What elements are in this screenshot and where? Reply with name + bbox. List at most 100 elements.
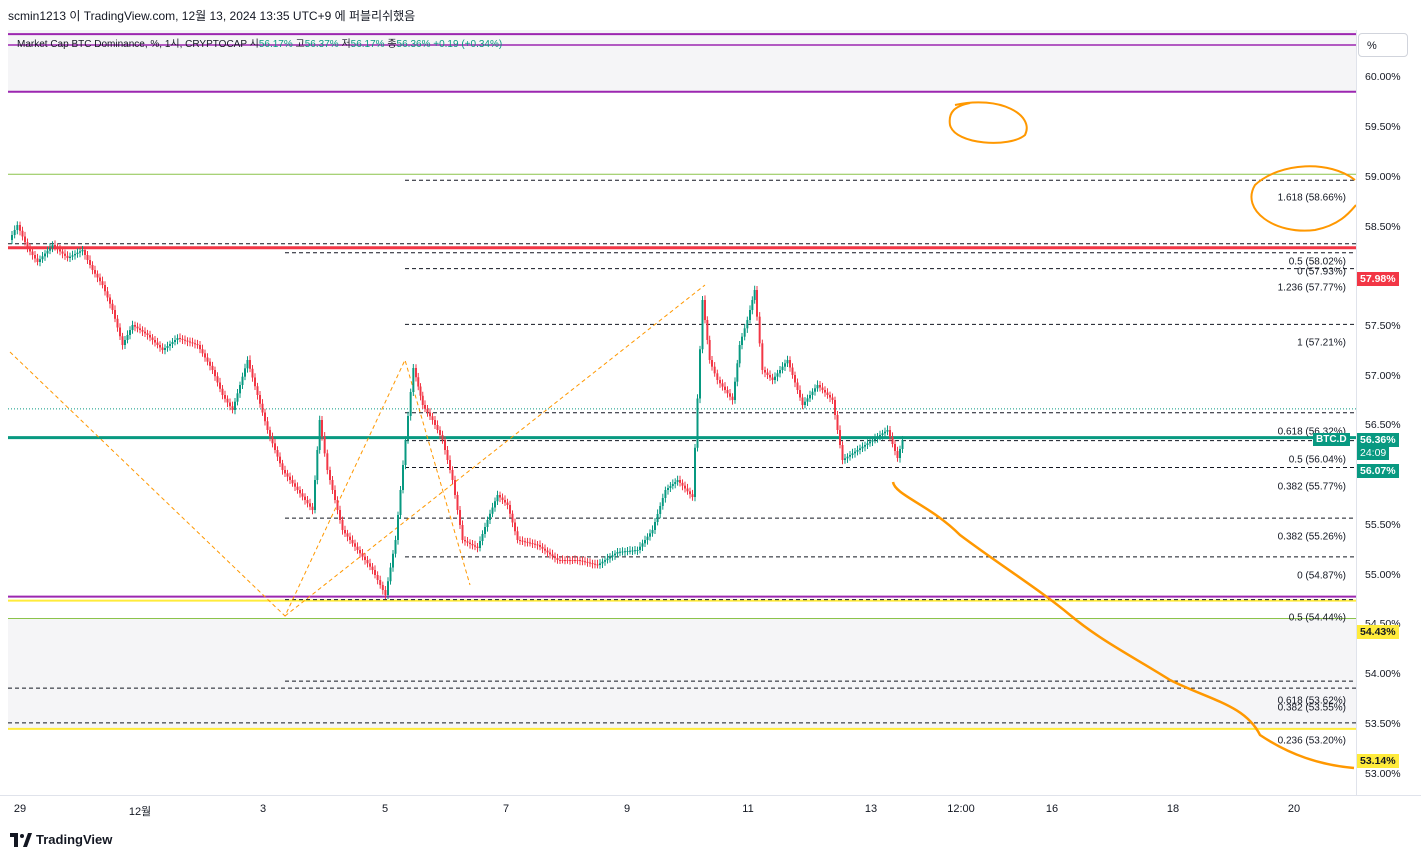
candle [214,370,216,377]
candle [99,277,101,282]
candle [743,328,746,337]
candle [686,488,689,492]
candle [479,541,481,548]
candle [761,343,764,370]
price-tick: 58.50% [1365,221,1401,233]
time-tick: 18 [1166,803,1180,815]
candle [481,534,484,541]
candle [304,496,306,500]
price-tick: 57.00% [1365,370,1401,382]
candle [669,486,672,488]
candle [704,300,706,320]
candle [359,550,361,554]
price-tick: 53.00% [1365,768,1401,780]
candle [434,420,436,425]
candle [589,562,591,564]
candle [101,281,104,285]
candle [804,401,806,405]
candle [276,450,279,457]
candle [51,245,54,248]
candle [641,543,644,547]
candle [139,328,141,330]
candle [279,456,281,464]
chart-pane[interactable] [8,30,1356,795]
candle [71,255,74,257]
candle [109,297,111,304]
candle [221,388,224,395]
candle [289,476,291,480]
candle [251,368,254,378]
candle [204,353,206,358]
time-tick: 5 [381,803,389,815]
fib-trend-connector [284,284,706,617]
fib-label: 0 (54.87%) [1297,570,1346,582]
price-chart[interactable] [8,30,1356,795]
price-tick: 57.50% [1365,320,1401,332]
price-tick: 59.00% [1365,171,1401,183]
candle [169,344,171,346]
legend-open-label: 시 [249,39,259,50]
candle [646,536,649,540]
candle [667,488,669,490]
candle [694,447,696,497]
candle [576,560,579,561]
candle [461,525,464,540]
candle [119,327,121,337]
candle [716,373,719,380]
candle [54,245,56,248]
candle [551,554,554,557]
candle [741,336,743,345]
candle [299,490,301,494]
candle [39,259,41,262]
candle [484,527,486,534]
candle [771,377,774,380]
yellow-line-price-badge: 54.43% [1357,625,1399,639]
candle [889,430,891,437]
candle [794,375,796,383]
candle [421,395,424,405]
candle [16,225,19,230]
candle [26,242,29,248]
price-axis[interactable]: 60.00% 59.50% 59.00% 58.50% 57.50% 57.00… [1356,30,1421,795]
candle [346,533,349,537]
candle [61,251,64,254]
tradingview-logo[interactable]: TradingView [10,832,112,847]
candle [629,550,631,552]
candle [341,520,344,530]
candle [426,408,429,413]
candle [561,560,564,561]
candle [606,558,609,561]
unit-button[interactable]: % [1358,33,1408,57]
candle [417,377,420,387]
chart-legend: Market Cap BTC Dominance, %, 1시, CRYPTOC… [17,35,502,50]
time-axis[interactable]: 29 12월 3 5 7 9 11 13 12:00 16 18 20 [0,795,1421,824]
candle [441,435,444,440]
candle [651,530,654,534]
candle [801,397,804,405]
candle [224,395,226,399]
candle [196,344,199,346]
candle [66,255,69,258]
fib-label: 0 (57.93%) [1297,266,1346,278]
candle [176,338,179,340]
candle [691,494,694,497]
candle [444,440,446,450]
candle [114,310,116,319]
candle [159,345,161,348]
candle [339,510,341,520]
candle [274,443,276,450]
candle [469,542,471,544]
candle [226,398,229,403]
candle [719,380,721,384]
candle [231,406,234,410]
candle [631,550,634,552]
candle [104,285,106,292]
candle [511,513,514,523]
candle [791,367,794,375]
candle [599,563,601,565]
candle [309,503,311,507]
candle [796,382,799,390]
candle [849,455,851,457]
candle [489,513,491,520]
publish-info: scmin1213 이 TradingView.com, 12월 13, 202… [8,9,416,23]
